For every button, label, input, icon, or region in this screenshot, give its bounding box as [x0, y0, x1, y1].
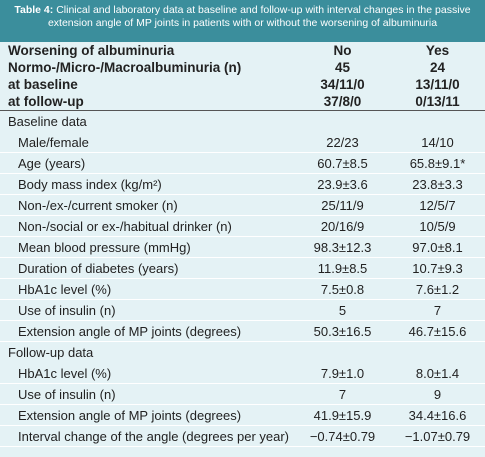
data-row: Use of insulin (n) 7 9 — [0, 383, 485, 405]
data-row: Non-/social or ex-/habitual drinker (n) 2… — [0, 215, 485, 237]
cell-value: −1.07±0.79 — [390, 425, 485, 447]
header-row: Normo-/Micro-/Macroalbuminuria (n) 45 24 — [0, 59, 485, 76]
section-title: Baseline data — [8, 114, 87, 129]
cell-value: 7.5±0.8 — [295, 278, 390, 300]
header-value: 13/11/0 — [415, 77, 460, 92]
data-row: Non-/ex-/current smoker (n) 25/11/9 12/5/7 — [0, 194, 485, 216]
cell-value: 8.0±1.4 — [390, 363, 485, 384]
cell-value: 98.3±12.3 — [295, 236, 390, 258]
cell-value: 65.8±9.1* — [390, 152, 485, 174]
data-table: Worsening of albuminuria No Yes Normo-/Micr… — [0, 42, 485, 447]
cell-value: 7.9±1.0 — [295, 363, 390, 384]
row-label: Interval change of the angle (degrees pe… — [0, 425, 295, 447]
row-label: Use of insulin (n) — [0, 299, 295, 321]
cell-value: 7 — [390, 299, 485, 321]
header-value: Yes — [425, 43, 450, 58]
data-row: Use of insulin (n) 5 7 — [0, 299, 485, 321]
cell-value: 23.9±3.6 — [295, 173, 390, 195]
header-row: at follow-up 37/8/0 0/13/11 — [0, 93, 485, 111]
cell-value: 11.9±8.5 — [295, 257, 390, 279]
header-label: Normo-/Micro-/Macroalbuminuria (n) — [8, 60, 242, 75]
row-label: HbA1c level (%) — [0, 363, 295, 384]
cell-value: 50.3±16.5 — [295, 320, 390, 342]
caption-text: Clinical and laboratory data at baseline… — [47, 4, 471, 29]
cell-value: 60.7±8.5 — [295, 152, 390, 174]
row-label: Body mass index (kg/m²) — [0, 173, 295, 195]
header-value: 45 — [334, 60, 351, 75]
row-label: Non-/ex-/current smoker (n) — [0, 194, 295, 216]
cell-value: 25/11/9 — [295, 194, 390, 216]
row-label: HbA1c level (%) — [0, 278, 295, 300]
data-row: Male/female 22/23 14/10 — [0, 132, 485, 153]
section-title: Follow-up data — [8, 345, 94, 360]
section-row: Follow-up data — [0, 342, 485, 364]
cell-value: 97.0±8.1 — [390, 236, 485, 258]
cell-value: 23.8±3.3 — [390, 173, 485, 195]
row-label: Use of insulin (n) — [0, 383, 295, 405]
header-row: at baseline 34/11/0 13/11/0 — [0, 76, 485, 93]
data-row: HbA1c level (%) 7.9±1.0 8.0±1.4 — [0, 363, 485, 384]
cell-value: 5 — [295, 299, 390, 321]
data-row: Mean blood pressure (mmHg) 98.3±12.3 97.0±… — [0, 236, 485, 258]
cell-value: 10.7±9.3 — [390, 257, 485, 279]
data-row: Age (years) 60.7±8.5 65.8±9.1* — [0, 152, 485, 174]
cell-value: 9 — [390, 383, 485, 405]
cell-value: 41.9±15.9 — [295, 404, 390, 426]
header-row: Worsening of albuminuria No Yes — [0, 42, 485, 59]
cell-value: 22/23 — [295, 132, 390, 153]
row-label: Extension angle of MP joints (degrees) — [0, 320, 295, 342]
row-label: Extension angle of MP joints (degrees) — [0, 404, 295, 426]
cell-value: 20/16/9 — [295, 215, 390, 237]
section-row: Baseline data — [0, 111, 485, 133]
cell-value: 10/5/9 — [390, 215, 485, 237]
cell-value: 12/5/7 — [390, 194, 485, 216]
caption-label: Table 4: — [14, 4, 54, 16]
table-caption: Table 4: Clinical and laboratory data at… — [0, 0, 485, 42]
header-label: Worsening of albuminuria — [8, 43, 175, 58]
cell-value: 46.7±15.6 — [390, 320, 485, 342]
cell-value: 7.6±1.2 — [390, 278, 485, 300]
data-row: Extension angle of MP joints (degrees) 41… — [0, 404, 485, 426]
header-value: 0/13/11 — [390, 93, 485, 111]
data-row: Interval change of the angle (degrees pe… — [0, 425, 485, 447]
data-row: Body mass index (kg/m²) 23.9±3.6 23.8±3.3 — [0, 173, 485, 195]
row-label: Age (years) — [0, 152, 295, 174]
header-value: No — [333, 43, 352, 58]
cell-value: 14/10 — [390, 132, 485, 153]
header-label: at follow-up — [0, 93, 295, 111]
cell-value: 7 — [295, 383, 390, 405]
header-value: 37/8/0 — [295, 93, 390, 111]
row-label: Mean blood pressure (mmHg) — [0, 236, 295, 258]
header-value: 34/11/0 — [320, 77, 365, 92]
header-value: 24 — [429, 60, 446, 75]
header-label: at baseline — [8, 77, 78, 92]
row-label: Duration of diabetes (years) — [0, 257, 295, 279]
row-label: Male/female — [0, 132, 295, 153]
cell-value: −0.74±0.79 — [295, 425, 390, 447]
data-row: Extension angle of MP joints (degrees) 50… — [0, 320, 485, 342]
cell-value: 34.4±16.6 — [390, 404, 485, 426]
row-label: Non-/social or ex-/habitual drinker (n) — [0, 215, 295, 237]
data-row: HbA1c level (%) 7.5±0.8 7.6±1.2 — [0, 278, 485, 300]
data-row: Duration of diabetes (years) 11.9±8.5 10.7… — [0, 257, 485, 279]
